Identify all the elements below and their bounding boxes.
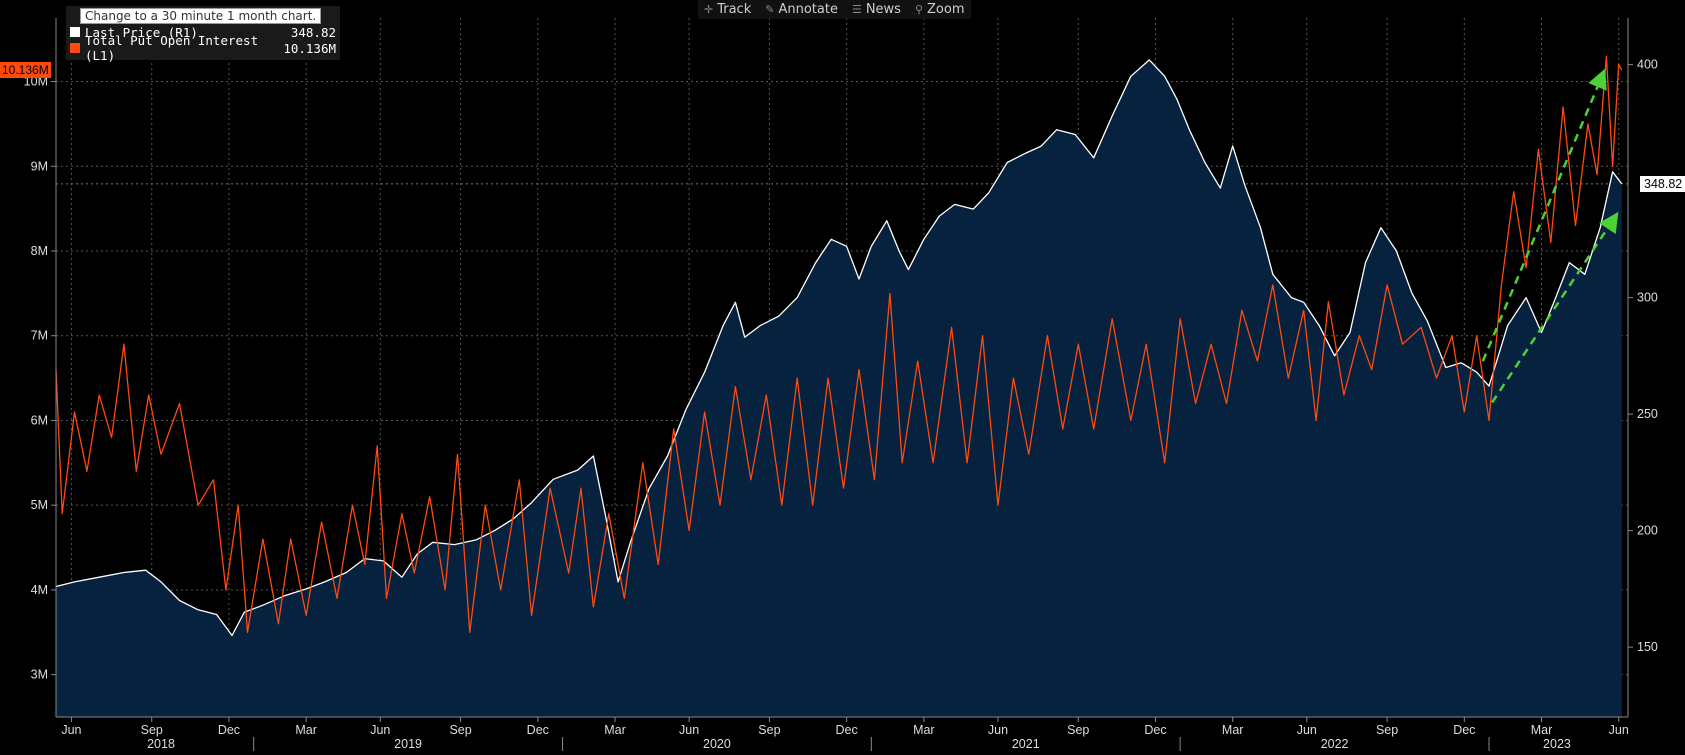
x-tick-label: Sep — [1067, 723, 1089, 737]
left-tick-label: 5M — [31, 498, 48, 512]
chart-axes: Jun Sep Dec Mar Jun Sep Dec Mar Jun Sep Dec Mar Jun S… — [24, 18, 1658, 751]
x-tick-label: Mar — [913, 723, 935, 737]
trend-arrow — [1481, 68, 1607, 362]
x-tick-label: Dec — [218, 723, 240, 737]
right-tick-label: 400 — [1637, 58, 1658, 72]
series-line-last-price — [55, 59, 1623, 637]
crosshair-icon: ✛ — [704, 3, 714, 16]
left-tick-label: 3M — [31, 668, 48, 682]
x-year-label: 2018 — [147, 737, 175, 751]
pencil-icon: ✎ — [765, 3, 775, 16]
magnifier-icon: ⚲ — [914, 3, 924, 16]
left-tick-label: 10M — [24, 75, 48, 89]
x-tick-label: Jun — [679, 723, 699, 737]
trend-arrow — [1491, 211, 1619, 404]
right-tick-label: 250 — [1637, 407, 1658, 421]
x-tick-label: Mar — [1222, 723, 1244, 737]
legend-value: 10.136M — [283, 40, 336, 56]
legend-value: 348.82 — [290, 24, 336, 40]
news-button[interactable]: ☰ News — [852, 2, 901, 17]
series-area-last-price — [56, 59, 1622, 717]
x-tick-label: Jun — [1297, 723, 1317, 737]
x-tick-label: Sep — [1376, 723, 1398, 737]
news-label: News — [865, 2, 901, 17]
x-tick-label: Jun — [988, 723, 1008, 737]
legend-label: Last Price (R1) — [85, 24, 198, 40]
annotate-label: Annotate — [778, 2, 838, 17]
series-lines — [55, 55, 1623, 637]
track-label: Track — [717, 2, 752, 17]
right-axis-last-value-flag: 348.82 — [1640, 176, 1685, 192]
legend-swatch — [70, 43, 80, 53]
x-tick-label: Sep — [141, 723, 163, 737]
left-axis-last-value-flag: 10.136M — [0, 62, 51, 78]
x-year-label: 2021 — [1012, 737, 1040, 751]
x-year-label: 2020 — [703, 737, 731, 751]
x-year-label: 2023 — [1543, 737, 1571, 751]
x-tick-label: Sep — [449, 723, 471, 737]
x-tick-label: Sep — [758, 723, 780, 737]
left-tick-label: 4M — [31, 583, 48, 597]
news-icon: ☰ — [851, 3, 862, 16]
left-tick-label: 6M — [31, 413, 48, 427]
x-tick-label: Dec — [527, 723, 549, 737]
zoom-button[interactable]: ⚲ Zoom — [915, 2, 965, 17]
x-tick-label: Dec — [1453, 723, 1475, 737]
x-tick-label: Jun — [61, 723, 81, 737]
right-tick-label: 200 — [1637, 524, 1658, 538]
legend-swatch — [70, 27, 80, 37]
legend-row-last-price[interactable]: Last Price (R1) 348.82 — [70, 24, 336, 40]
x-tick-label: Mar — [604, 723, 626, 737]
legend-label: Total Put Open Interest (L1) — [85, 33, 259, 63]
series-line-total-put-open-interest — [55, 55, 1623, 633]
x-tick-label: Dec — [1144, 723, 1166, 737]
trend-arrows — [1481, 68, 1619, 404]
chart-tooltip: Change to a 30 minute 1 month chart. — [80, 8, 322, 24]
left-tick-label: 9M — [31, 159, 48, 173]
left-tick-label: 8M — [31, 244, 48, 258]
track-button[interactable]: ✛ Track — [704, 2, 751, 17]
right-tick-label: 150 — [1637, 640, 1658, 654]
x-tick-label: Mar — [1531, 723, 1553, 737]
left-tick-label: 7M — [31, 329, 48, 343]
annotate-button[interactable]: ✎ Annotate — [765, 2, 838, 17]
right-tick-label: 300 — [1637, 291, 1658, 305]
x-tick-label: Jun — [370, 723, 390, 737]
x-year-label: 2019 — [394, 737, 422, 751]
chart-toolbar: ✛ Track ✎ Annotate ☰ News ⚲ Zoom — [698, 0, 971, 19]
zoom-label: Zoom — [927, 2, 965, 17]
legend-row-put-oi[interactable]: Total Put Open Interest (L1) 10.136M — [70, 33, 336, 63]
x-tick-label: Dec — [836, 723, 858, 737]
x-year-label: 2022 — [1321, 737, 1349, 751]
chart-legend: Change to a 30 minute 1 month chart. Las… — [66, 6, 340, 63]
last-price-area — [56, 59, 1622, 717]
x-tick-label: Mar — [295, 723, 317, 737]
x-tick-label: Jun — [1609, 723, 1629, 737]
